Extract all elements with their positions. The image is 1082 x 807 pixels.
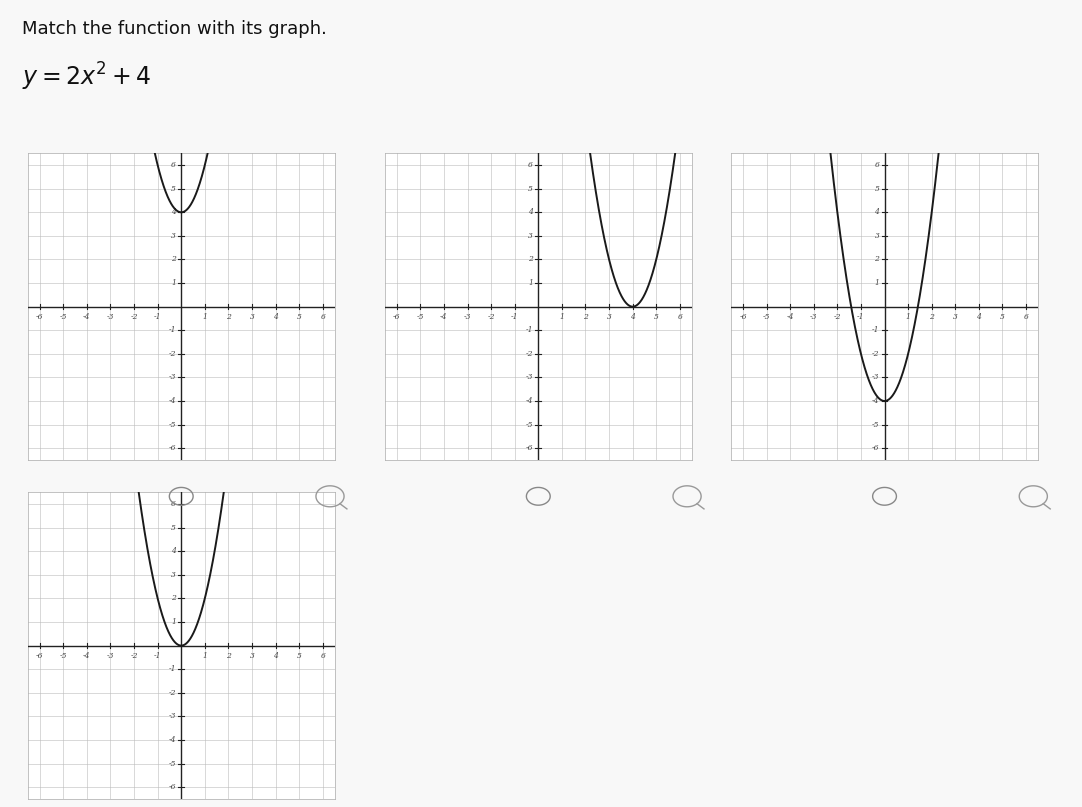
Text: -1: -1 — [857, 313, 865, 321]
Text: 3: 3 — [171, 232, 176, 240]
Text: 2: 2 — [874, 256, 880, 263]
Text: 6: 6 — [171, 500, 176, 508]
Text: 3: 3 — [171, 571, 176, 579]
Text: -2: -2 — [487, 313, 494, 321]
Text: 2: 2 — [929, 313, 934, 321]
Text: 4: 4 — [171, 547, 176, 555]
Text: 4: 4 — [630, 313, 635, 321]
Text: 2: 2 — [226, 652, 230, 660]
Text: -5: -5 — [763, 313, 770, 321]
Text: -4: -4 — [872, 397, 880, 405]
Text: -2: -2 — [169, 689, 176, 696]
Text: -1: -1 — [511, 313, 518, 321]
Text: 6: 6 — [677, 313, 683, 321]
Text: -6: -6 — [393, 313, 400, 321]
Text: 5: 5 — [296, 313, 302, 321]
Text: -4: -4 — [440, 313, 448, 321]
Text: -1: -1 — [169, 665, 176, 673]
Text: -2: -2 — [130, 313, 137, 321]
Text: -4: -4 — [526, 397, 533, 405]
Text: -1: -1 — [872, 326, 880, 334]
Text: 3: 3 — [250, 313, 254, 321]
Text: 6: 6 — [528, 161, 533, 169]
Text: 4: 4 — [273, 652, 278, 660]
Text: 3: 3 — [528, 232, 533, 240]
Text: -4: -4 — [787, 313, 794, 321]
Text: 4: 4 — [528, 208, 533, 216]
Text: -1: -1 — [154, 652, 161, 660]
Text: -3: -3 — [810, 313, 818, 321]
Text: -4: -4 — [169, 736, 176, 744]
Text: -1: -1 — [169, 326, 176, 334]
Text: 1: 1 — [202, 313, 208, 321]
Text: -3: -3 — [872, 374, 880, 382]
Text: -4: -4 — [169, 397, 176, 405]
Text: 5: 5 — [171, 524, 176, 532]
Text: 4: 4 — [273, 313, 278, 321]
Text: 1: 1 — [171, 618, 176, 626]
Text: -6: -6 — [739, 313, 747, 321]
Text: -5: -5 — [60, 313, 67, 321]
Text: -6: -6 — [36, 313, 43, 321]
Text: -6: -6 — [872, 444, 880, 452]
Text: -5: -5 — [417, 313, 424, 321]
Text: 6: 6 — [320, 313, 326, 321]
Text: 4: 4 — [874, 208, 880, 216]
Text: -4: -4 — [83, 313, 91, 321]
Text: 5: 5 — [874, 185, 880, 193]
Text: 3: 3 — [607, 313, 611, 321]
Text: 6: 6 — [1024, 313, 1029, 321]
Text: -3: -3 — [169, 713, 176, 721]
Text: 6: 6 — [171, 161, 176, 169]
Text: 2: 2 — [171, 256, 176, 263]
Text: 3: 3 — [953, 313, 958, 321]
Text: -6: -6 — [526, 444, 533, 452]
Text: 4: 4 — [171, 208, 176, 216]
Text: 5: 5 — [171, 185, 176, 193]
Text: -3: -3 — [169, 374, 176, 382]
Text: -4: -4 — [83, 652, 91, 660]
Text: 5: 5 — [654, 313, 659, 321]
Text: 3: 3 — [874, 232, 880, 240]
Text: -5: -5 — [526, 420, 533, 429]
Text: 2: 2 — [226, 313, 230, 321]
Text: -6: -6 — [169, 783, 176, 791]
Text: -5: -5 — [169, 420, 176, 429]
Text: 5: 5 — [528, 185, 533, 193]
Text: -5: -5 — [169, 759, 176, 767]
Text: -3: -3 — [107, 652, 115, 660]
Text: -2: -2 — [833, 313, 841, 321]
Text: 5: 5 — [1000, 313, 1005, 321]
Text: -5: -5 — [60, 652, 67, 660]
Text: 2: 2 — [171, 595, 176, 602]
Text: 1: 1 — [906, 313, 911, 321]
Text: 3: 3 — [250, 652, 254, 660]
Text: -6: -6 — [169, 444, 176, 452]
Text: 1: 1 — [559, 313, 565, 321]
Text: 1: 1 — [528, 279, 533, 287]
Text: -3: -3 — [107, 313, 115, 321]
Text: -5: -5 — [872, 420, 880, 429]
Text: -3: -3 — [464, 313, 472, 321]
Text: -1: -1 — [526, 326, 533, 334]
Text: 6: 6 — [874, 161, 880, 169]
Text: -2: -2 — [526, 350, 533, 358]
Text: 1: 1 — [202, 652, 208, 660]
Text: 1: 1 — [171, 279, 176, 287]
Text: -2: -2 — [872, 350, 880, 358]
Text: -6: -6 — [36, 652, 43, 660]
Text: -3: -3 — [526, 374, 533, 382]
Text: 2: 2 — [583, 313, 588, 321]
Text: 4: 4 — [976, 313, 981, 321]
Text: 2: 2 — [528, 256, 533, 263]
Text: -2: -2 — [169, 350, 176, 358]
Text: 5: 5 — [296, 652, 302, 660]
Text: $y = 2x^2 + 4$: $y = 2x^2 + 4$ — [22, 61, 151, 93]
Text: 6: 6 — [320, 652, 326, 660]
Text: Match the function with its graph.: Match the function with its graph. — [22, 20, 327, 38]
Text: 1: 1 — [874, 279, 880, 287]
Text: -2: -2 — [130, 652, 137, 660]
Text: -1: -1 — [154, 313, 161, 321]
